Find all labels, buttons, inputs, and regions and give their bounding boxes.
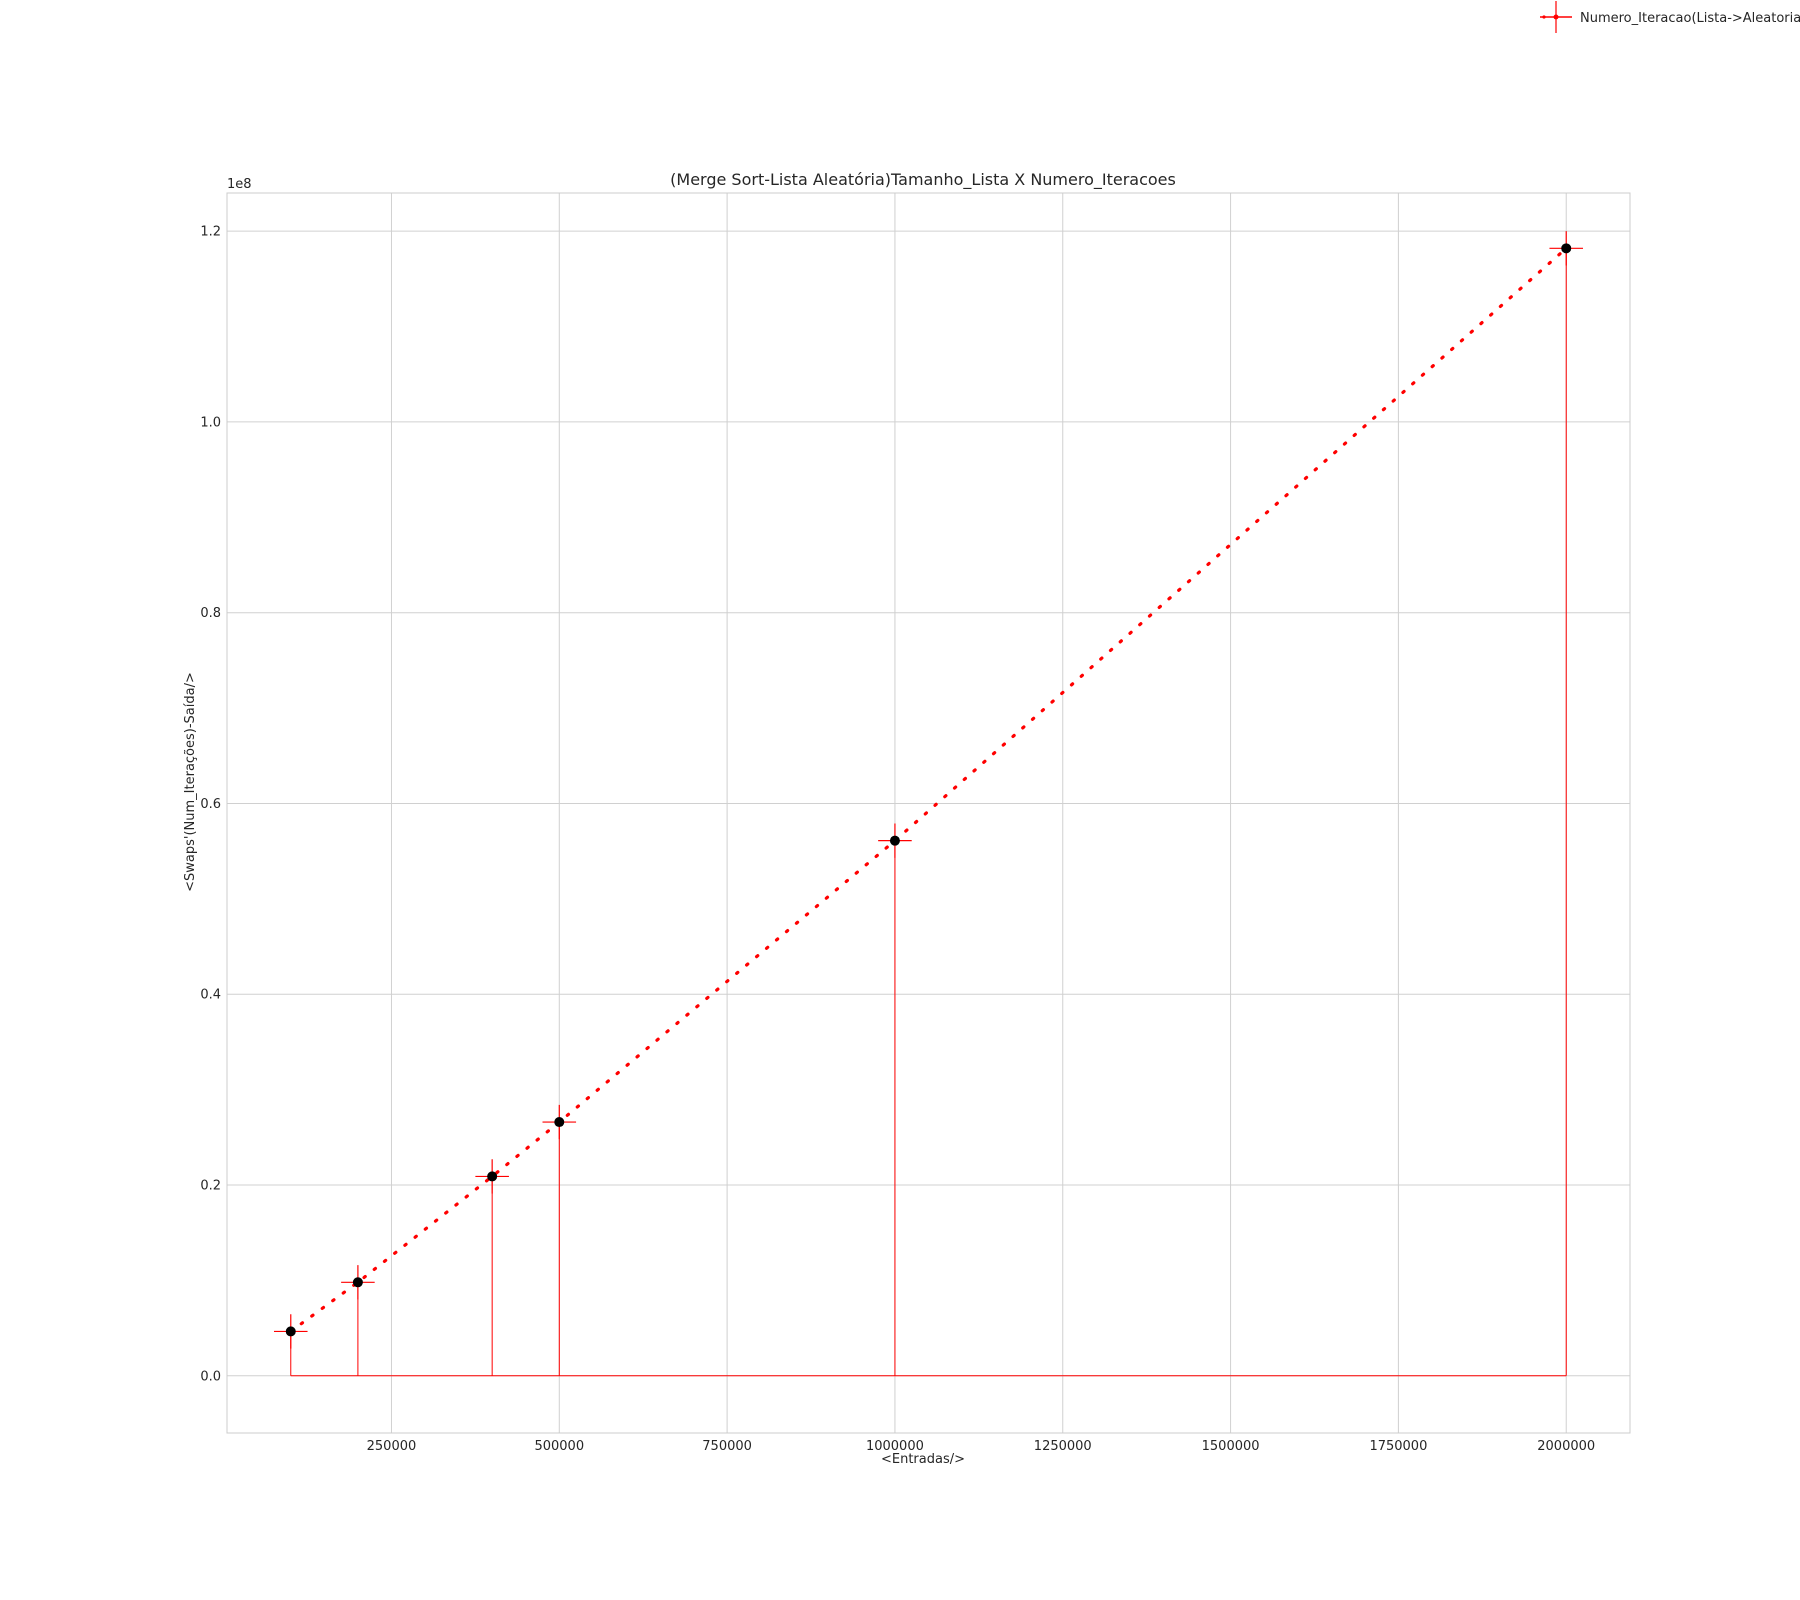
x-tick-label: 2000000 <box>1537 1439 1595 1454</box>
y-offset-text: 1e8 <box>227 177 252 192</box>
legend-marker-sample <box>1553 14 1559 20</box>
series-line-layer <box>289 246 1568 1334</box>
y-axis-label: <Swaps'(Num_Iterações)-Saída/> <box>183 672 198 892</box>
legend: Numero_Iteracao(Lista->Aleatoria) <box>1540 1 1800 33</box>
data-point-1 <box>352 1277 363 1288</box>
x-tick-label: 1500000 <box>1202 1439 1260 1454</box>
y-tick-label: 0.8 <box>200 606 221 621</box>
series-line-0 <box>289 246 1568 1334</box>
x-tick-label: 1750000 <box>1369 1439 1427 1454</box>
x-tick-label: 750000 <box>702 1439 752 1454</box>
y-tick-label: 0.4 <box>200 988 221 1003</box>
y-tick-labels: 0.0 0.2 0.4 0.6 0.8 1.0 1.2 <box>200 225 221 1385</box>
stems-layer <box>290 248 1567 1377</box>
x-axis-label: <Entradas/> <box>881 1452 965 1467</box>
y-tick-label: 1.2 <box>200 225 221 240</box>
x-tick-label: 250000 <box>367 1439 417 1454</box>
plot-border <box>226 192 1631 1434</box>
x-tick-labels: 250000 500000 750000 1000000 1250000 1500000 1… <box>367 1439 1596 1454</box>
y-tick-label: 0.6 <box>200 797 221 812</box>
y-tick-label: 1.0 <box>200 415 221 430</box>
x-tick-label: 500000 <box>534 1439 584 1454</box>
legend-entry-label: Numero_Iteracao(Lista->Aleatoria) <box>1580 11 1800 26</box>
errorbar-layer <box>273 231 1584 1349</box>
data-point-0 <box>285 1326 296 1337</box>
data-point-4 <box>889 835 900 846</box>
grid-layer <box>227 193 1630 1433</box>
x-tick-label: 1250000 <box>1034 1439 1092 1454</box>
legend-marker-sample-left <box>1542 15 1546 19</box>
points-layer <box>285 243 1572 1337</box>
data-point-2 <box>487 1171 498 1182</box>
data-point-3 <box>554 1117 565 1128</box>
y-tick-label: 0.0 <box>200 1369 221 1384</box>
x-tick-label: 1000000 <box>866 1439 924 1454</box>
plot-frame <box>226 192 1631 1434</box>
chart-title: (Merge Sort-Lista Aleatória)Tamanho_List… <box>670 170 1176 190</box>
y-tick-label: 0.2 <box>200 1179 221 1194</box>
data-point-5 <box>1561 243 1572 254</box>
